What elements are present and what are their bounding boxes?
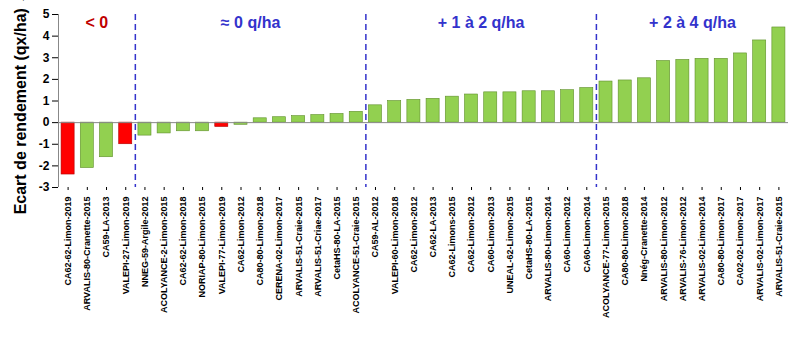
svg-text:CERENA-02-Limon-2017: CERENA-02-Limon-2017 — [274, 197, 284, 301]
svg-text:VALEPI-60-Limon-2018: VALEPI-60-Limon-2018 — [390, 197, 400, 295]
svg-text:CA59-AL-2012: CA59-AL-2012 — [370, 197, 380, 258]
svg-text:CA62-Limon-2012: CA62-Limon-2012 — [409, 197, 419, 273]
svg-text:ACOLYANCE-51-Craie-2015: ACOLYANCE-51-Craie-2015 — [351, 197, 361, 314]
svg-text:CA80-80-Limon-2018: CA80-80-Limon-2018 — [255, 197, 265, 286]
svg-text:5: 5 — [43, 7, 50, 21]
svg-text:+ 1 à 2 q/ha: + 1 à 2 q/ha — [438, 14, 525, 31]
svg-text:1: 1 — [43, 94, 50, 108]
svg-text:Nnég-Cranette-2014: Nnég-Cranette-2014 — [639, 197, 649, 282]
svg-text:-2: -2 — [39, 159, 50, 173]
svg-text:CA62-62-Limon-2019: CA62-62-Limon-2019 — [63, 197, 73, 286]
svg-text:Ecart de rendement (qx/ha) →: Ecart de rendement (qx/ha) → — [12, 0, 29, 214]
svg-text:NORIAP-80-Limon-2015: NORIAP-80-Limon-2015 — [197, 197, 207, 298]
svg-text:< 0: < 0 — [86, 14, 109, 31]
svg-text:CA62-62-Limon-2018: CA62-62-Limon-2018 — [178, 197, 188, 286]
svg-text:UNEAL-62-Limon-2015: UNEAL-62-Limon-2015 — [505, 197, 515, 294]
svg-text:ARVALIS-51-Craie-2015: ARVALIS-51-Craie-2015 — [294, 197, 304, 297]
svg-text:-1: -1 — [39, 137, 50, 151]
svg-text:CA62-LA-2013: CA62-LA-2013 — [428, 197, 438, 258]
svg-text:CA62-Limons-2015: CA62-Limons-2015 — [447, 197, 457, 278]
svg-text:CA80-80-Limon-2018: CA80-80-Limon-2018 — [620, 197, 630, 286]
svg-text:4: 4 — [43, 29, 50, 43]
svg-text:CA60-Limon-2013: CA60-Limon-2013 — [486, 197, 496, 273]
svg-text:ARVALIS-51-Criae-2017: ARVALIS-51-Criae-2017 — [313, 197, 323, 297]
svg-text:ACOLYANCE-2-Limon-2015: ACOLYANCE-2-Limon-2015 — [159, 197, 169, 313]
svg-text:ARVALIS-02-Limon-2014: ARVALIS-02-Limon-2014 — [697, 197, 707, 302]
svg-text:CA59-LA-2013: CA59-LA-2013 — [101, 197, 111, 258]
svg-text:CA62-Limon-2012: CA62-Limon-2012 — [466, 197, 476, 273]
svg-text:-3: -3 — [39, 180, 50, 194]
svg-text:ARVALIS-80-Limon-2014: ARVALIS-80-Limon-2014 — [543, 197, 553, 302]
svg-text:CetaHS-80-LA-2015: CetaHS-80-LA-2015 — [332, 197, 342, 280]
svg-text:2: 2 — [43, 72, 50, 86]
svg-text:ARVALIS-80-Limon-2012: ARVALIS-80-Limon-2012 — [659, 197, 669, 302]
svg-text:3: 3 — [43, 51, 50, 65]
svg-text:CA60-Limon-2012: CA60-Limon-2012 — [562, 197, 572, 273]
svg-text:ARVALIS-76-Limon-2012: ARVALIS-76-Limon-2012 — [678, 197, 688, 302]
svg-text:CA02-02-Limon-2017: CA02-02-Limon-2017 — [735, 197, 745, 286]
svg-text:CetaHS-80-LA-2015: CetaHS-80-LA-2015 — [524, 197, 534, 280]
svg-text:NNEG-59-Argile-2012: NNEG-59-Argile-2012 — [140, 197, 150, 288]
svg-text:CA80-80-Limon-2017: CA80-80-Limon-2017 — [716, 197, 726, 286]
svg-text:ARVALIS-51-Craie-2015: ARVALIS-51-Craie-2015 — [774, 197, 784, 297]
svg-text:CA60-Limon-2014: CA60-Limon-2014 — [582, 197, 592, 273]
svg-text:≈ 0 q/ha: ≈ 0 q/ha — [221, 14, 281, 31]
svg-text:+ 2 à 4 q/ha: + 2 à 4 q/ha — [649, 14, 736, 31]
svg-text:ARVALIS-80-Cranette-2015: ARVALIS-80-Cranette-2015 — [82, 197, 92, 311]
svg-text:VALEPI-27-Limon-2019: VALEPI-27-Limon-2019 — [121, 197, 131, 295]
svg-text:CA62-Limon-2012: CA62-Limon-2012 — [236, 197, 246, 273]
svg-text:VALEPI-77-Limon-2019: VALEPI-77-Limon-2019 — [217, 197, 227, 295]
svg-text:ARVALIS-02-Limon-2017: ARVALIS-02-Limon-2017 — [755, 197, 765, 302]
svg-text:ACOLYANCE-77-Limon-2015: ACOLYANCE-77-Limon-2015 — [601, 197, 611, 318]
svg-text:0: 0 — [43, 115, 50, 129]
